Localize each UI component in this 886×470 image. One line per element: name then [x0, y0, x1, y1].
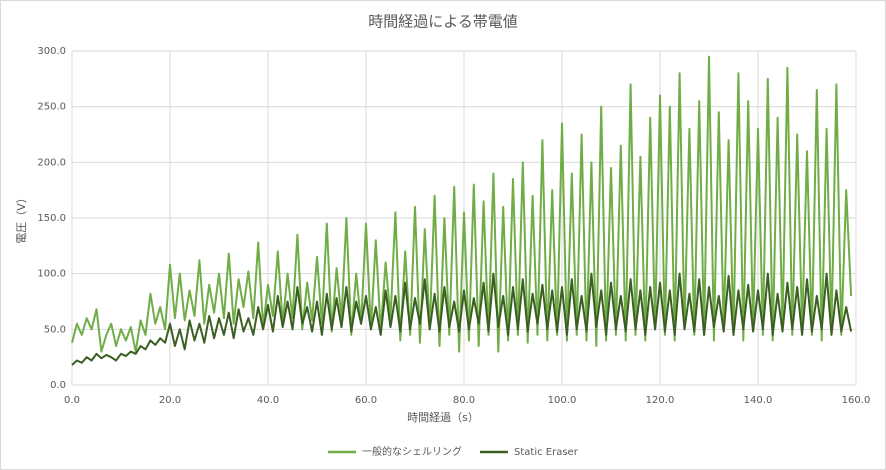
x-tick-label: 100.0: [548, 395, 577, 406]
legend-label: Static Eraser: [514, 447, 579, 458]
y-tick-label: 250.0: [37, 102, 66, 113]
y-tick-label: 200.0: [37, 157, 66, 168]
x-tick-label: 160.0: [842, 395, 871, 406]
y-axis-label: 電圧（V）: [15, 192, 28, 244]
series-line: [71, 272, 853, 366]
x-tick-label: 120.0: [646, 395, 675, 406]
x-tick-label: 80.0: [453, 395, 475, 406]
x-tick-label: 60.0: [355, 395, 377, 406]
chart-title: 時間経過による帯電値: [368, 13, 518, 31]
x-tick-label: 40.0: [257, 395, 279, 406]
series-line: [71, 55, 853, 353]
y-tick-label: 100.0: [37, 269, 66, 280]
y-tick-label: 50.0: [44, 324, 66, 335]
x-tick-label: 20.0: [159, 395, 181, 406]
legend-label: 一般的なシェルリング: [362, 445, 462, 458]
x-tick-label: 0.0: [64, 395, 80, 406]
x-tick-label: 140.0: [744, 395, 773, 406]
y-tick-label: 0.0: [50, 380, 66, 391]
y-tick-label: 300.0: [37, 46, 66, 57]
x-axis-label: 時間経過（s）: [407, 411, 479, 424]
y-tick-label: 150.0: [37, 213, 66, 224]
